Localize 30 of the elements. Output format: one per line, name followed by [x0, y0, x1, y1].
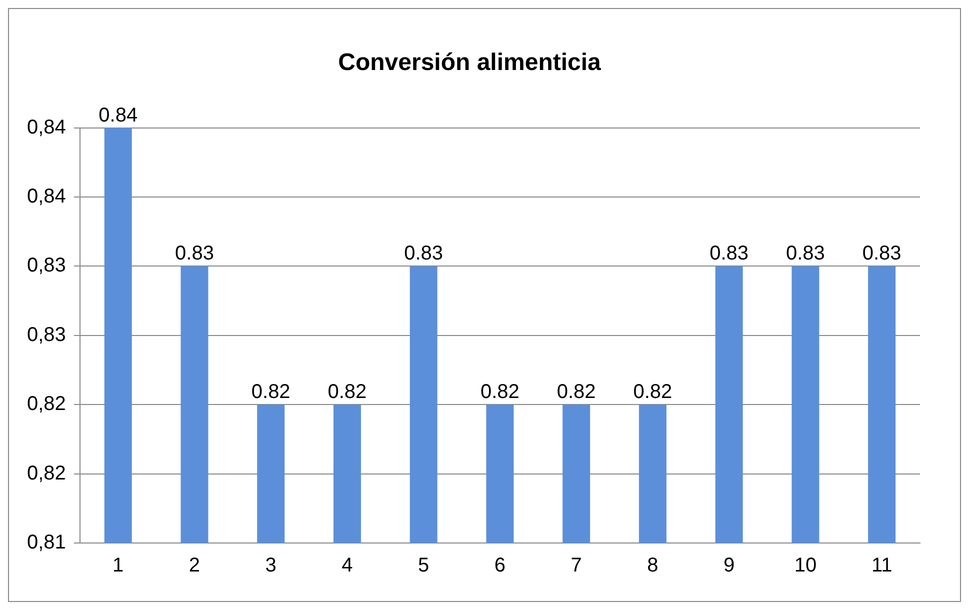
x-tick-label: 11 — [871, 554, 892, 577]
data-label: 0.84 — [98, 104, 138, 126]
x-tick-label: 1 — [112, 554, 124, 577]
x-tick-label: 9 — [724, 554, 735, 577]
data-label: 0.83 — [710, 242, 749, 265]
data-label: 0.82 — [251, 381, 290, 404]
data-label: 0.82 — [556, 381, 596, 404]
y-tick-label: 0,83 — [26, 254, 66, 277]
y-tick-label: 0,83 — [26, 324, 66, 346]
x-tick-label: 7 — [570, 554, 582, 577]
x-tick-label: 2 — [188, 554, 200, 577]
data-label: 0.82 — [633, 381, 672, 404]
data-label: 0.83 — [404, 242, 444, 265]
x-tick-label: 5 — [418, 554, 430, 577]
x-tick-label: 3 — [265, 554, 276, 577]
y-tick-label: 0,81 — [26, 532, 66, 554]
data-label: 0.82 — [480, 381, 520, 404]
data-label: 0.83 — [175, 242, 214, 265]
x-tick-label: 4 — [342, 554, 353, 577]
data-label: 0.83 — [786, 242, 825, 265]
data-label: 0.83 — [862, 242, 902, 265]
y-tick-label: 0,82 — [26, 462, 66, 484]
chart-title: Conversión alimenticia — [338, 49, 602, 76]
data-label: 0.82 — [328, 381, 367, 404]
y-tick-label: 0,84 — [26, 186, 66, 208]
y-tick-label: 0,82 — [26, 393, 66, 416]
x-tick-label: 10 — [794, 554, 817, 577]
x-tick-label: 8 — [647, 554, 658, 577]
y-tick-label: 0,84 — [26, 116, 66, 138]
x-tick-label: 6 — [494, 554, 506, 577]
